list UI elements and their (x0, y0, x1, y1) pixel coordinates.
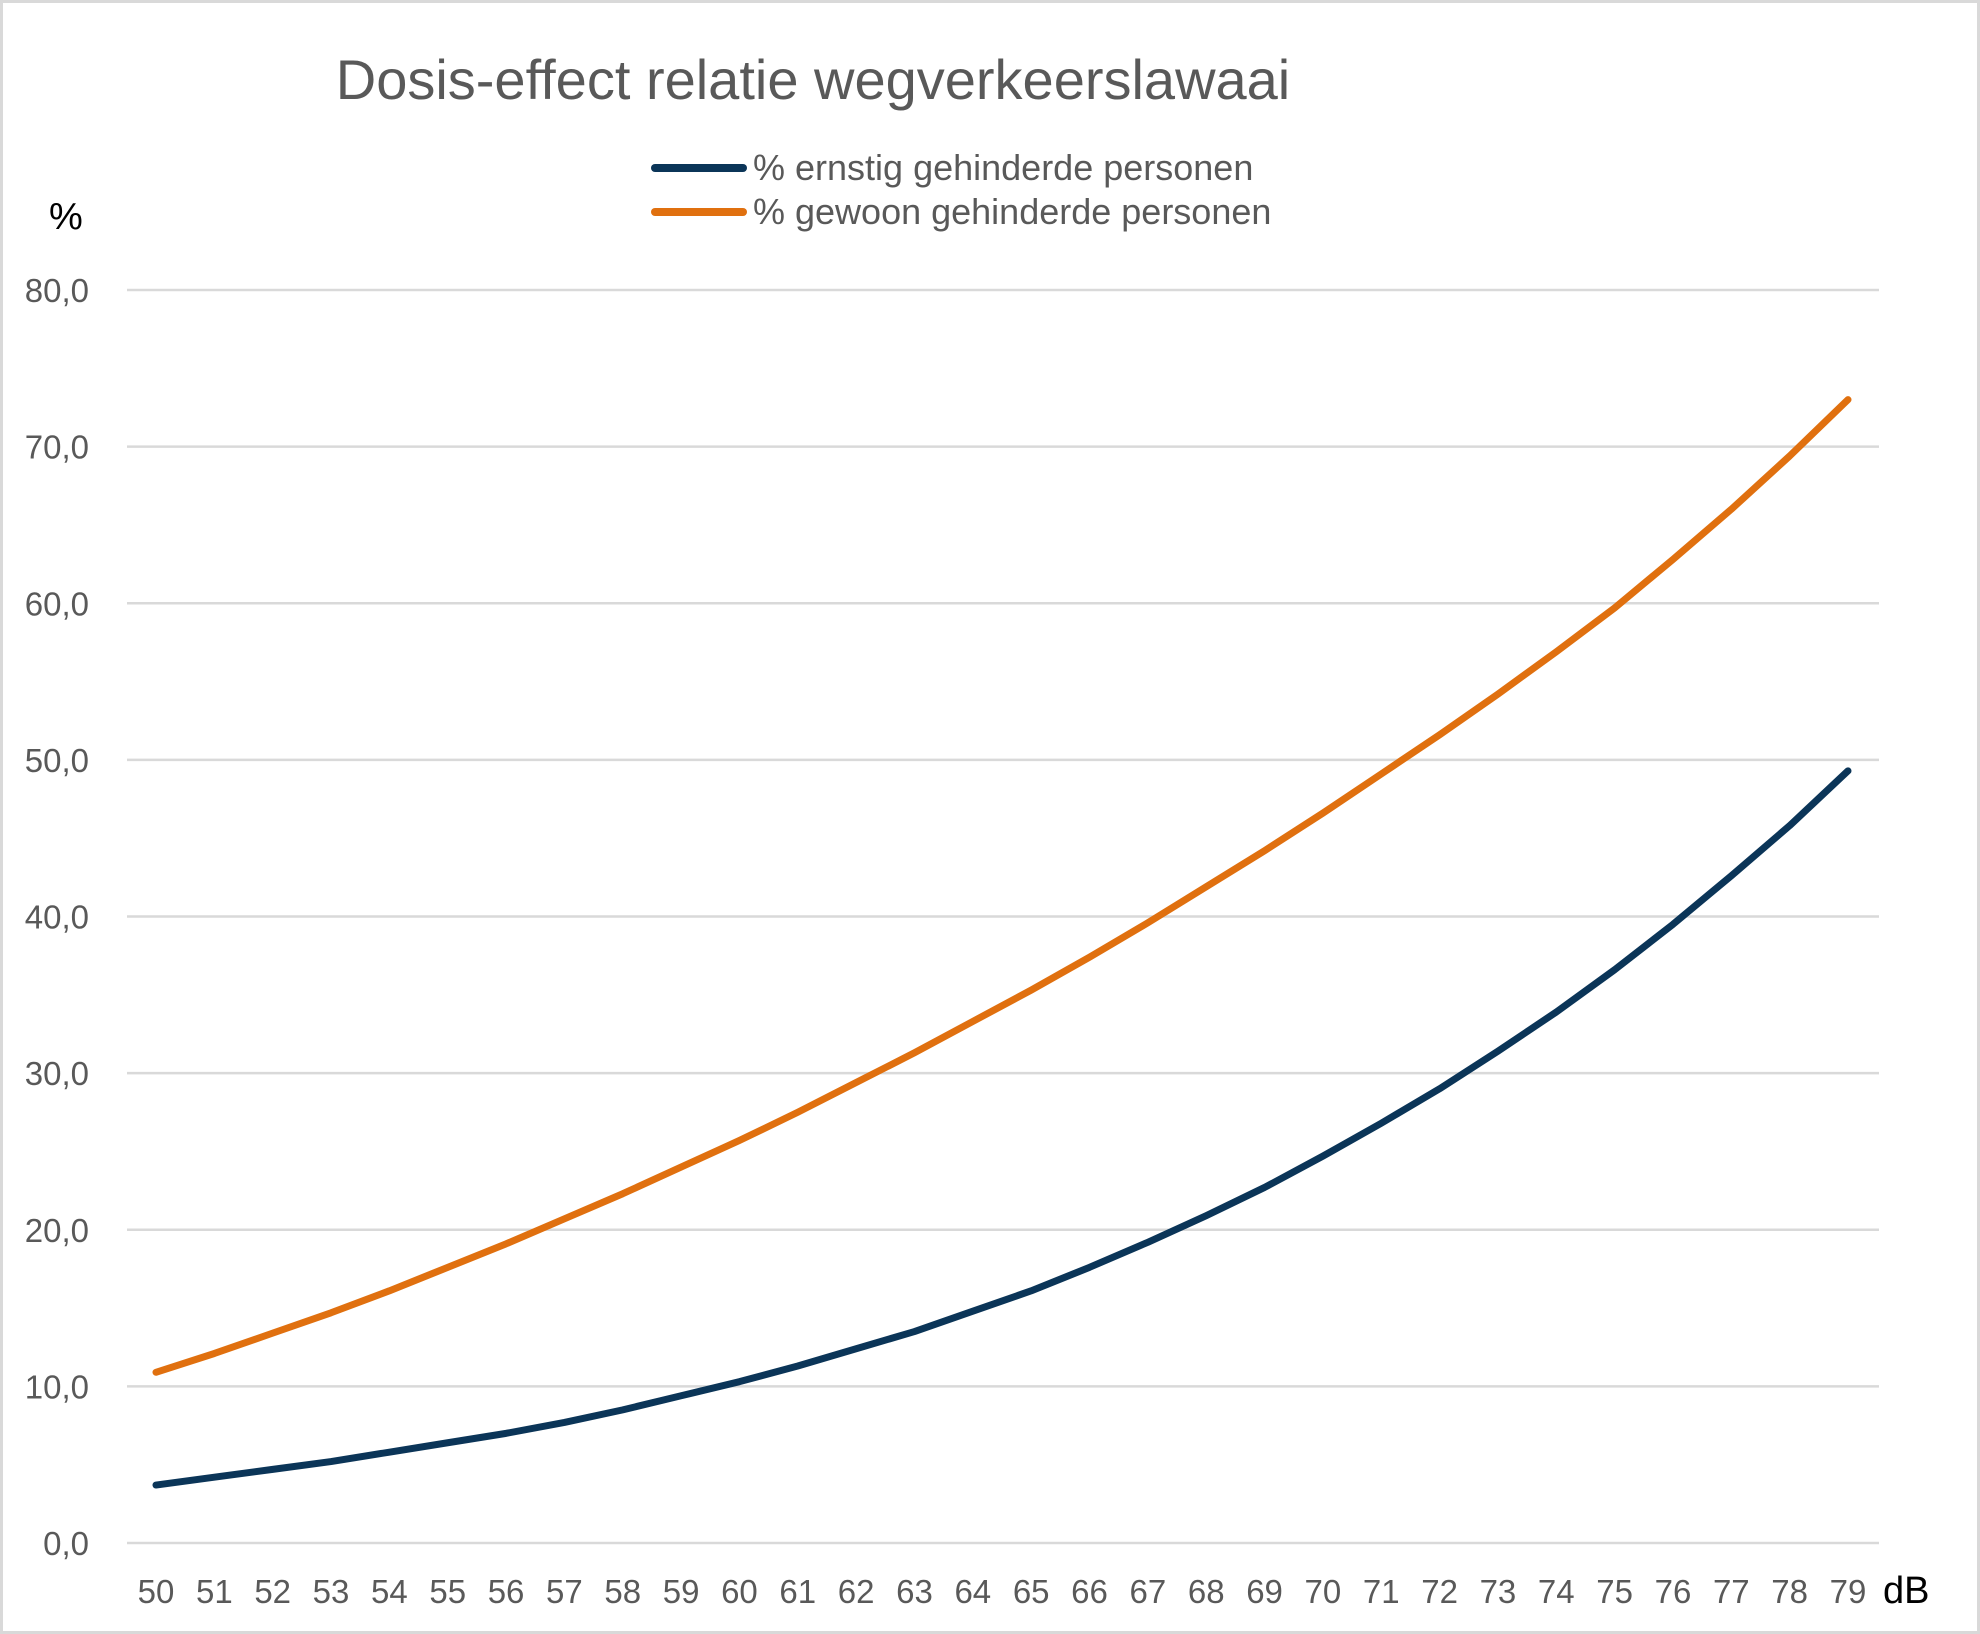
series-line-1 (152, 767, 1852, 1489)
x-axis-label: dB (1883, 1570, 1929, 1612)
x-tick-label: 65 (1013, 1573, 1050, 1610)
x-tick-label: 61 (779, 1573, 816, 1610)
x-tick-label: 70 (1305, 1573, 1342, 1610)
series-line-2 (152, 396, 1852, 1376)
x-tick-label: 53 (313, 1573, 350, 1610)
y-tick-label: 10,0 (25, 1368, 89, 1405)
x-tick-label: 51 (196, 1573, 233, 1610)
x-tick-label: 78 (1771, 1573, 1808, 1610)
y-tick-label: 80,0 (25, 272, 89, 309)
line-chart: Dosis-effect relatie wegverkeerslawaai %… (25, 48, 1930, 1612)
x-tick-label: 60 (721, 1573, 758, 1610)
x-tick-label: 50 (138, 1573, 175, 1610)
y-tick-label: 0,0 (43, 1525, 89, 1562)
x-tick-label: 73 (1480, 1573, 1517, 1610)
x-tick-label: 75 (1596, 1573, 1633, 1610)
x-tick-label: 62 (838, 1573, 875, 1610)
y-tick-label: 70,0 (25, 429, 89, 466)
x-tick-label: 64 (954, 1573, 991, 1610)
y-axis-label: % (49, 196, 83, 238)
x-tick-label: 72 (1421, 1573, 1458, 1610)
x-tick-label: 71 (1363, 1573, 1400, 1610)
x-tick-label: 54 (371, 1573, 408, 1610)
legend-label: % gewoon gehinderde personen (753, 191, 1271, 232)
y-tick-label: 60,0 (25, 585, 89, 622)
x-tick-label: 79 (1830, 1573, 1867, 1610)
x-tick-label: 55 (429, 1573, 466, 1610)
x-tick-label: 56 (488, 1573, 525, 1610)
x-tick-label: 68 (1188, 1573, 1225, 1610)
y-tick-label: 30,0 (25, 1055, 89, 1092)
x-tick-label: 76 (1655, 1573, 1692, 1610)
chart-title: Dosis-effect relatie wegverkeerslawaai (336, 48, 1291, 111)
y-tick-label: 40,0 (25, 899, 89, 936)
y-tick-label: 50,0 (25, 742, 89, 779)
legend-label: % ernstig gehinderde personen (753, 147, 1253, 188)
x-tick-label: 66 (1071, 1573, 1108, 1610)
x-tick-label: 69 (1246, 1573, 1283, 1610)
x-tick-label: 77 (1713, 1573, 1750, 1610)
x-tick-label: 52 (254, 1573, 291, 1610)
y-tick-label: 20,0 (25, 1212, 89, 1249)
x-tick-label: 58 (604, 1573, 641, 1610)
x-tick-label: 63 (896, 1573, 933, 1610)
x-tick-label: 74 (1538, 1573, 1575, 1610)
x-tick-label: 59 (663, 1573, 700, 1610)
x-tick-label: 57 (546, 1573, 583, 1610)
x-tick-label: 67 (1130, 1573, 1167, 1610)
